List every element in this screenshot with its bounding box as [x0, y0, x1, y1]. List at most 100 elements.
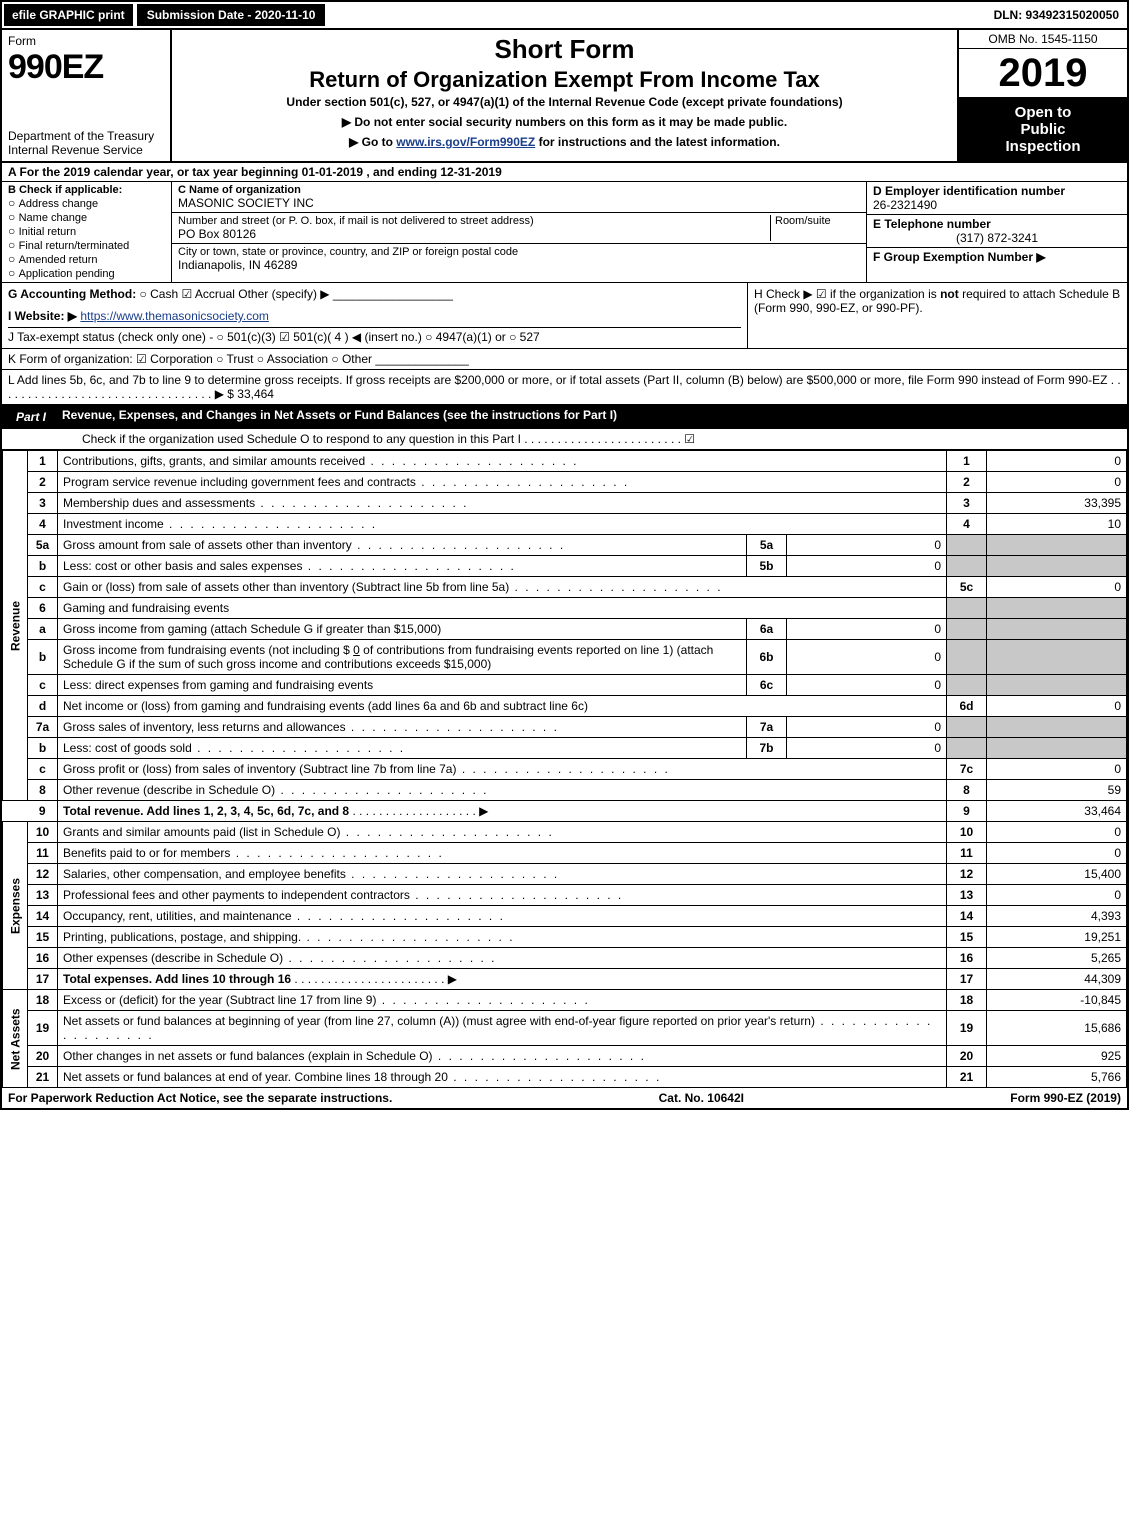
efile-print-button[interactable]: efile GRAPHIC print — [4, 4, 133, 26]
revenue-table: Revenue 1 Contributions, gifts, grants, … — [2, 450, 1127, 1088]
accounting-method: G Accounting Method: ○ Cash ☑ Accrual Ot… — [8, 287, 741, 301]
line-5b-desc: Less: cost or other basis and sales expe… — [58, 556, 747, 577]
box-f: F Group Exemption Number ▶ — [867, 248, 1127, 266]
row-l-value: 33,464 — [237, 387, 274, 401]
line-4-val: 10 — [987, 514, 1127, 535]
line-1-lbl: 1 — [947, 451, 987, 472]
line-1-num: 1 — [28, 451, 58, 472]
footer-right: Form 990-EZ (2019) — [1010, 1091, 1121, 1105]
line-6a-inval: 0 — [787, 619, 947, 640]
open-line1: Open to — [963, 104, 1123, 121]
org-name: MASONIC SOCIETY INC — [178, 196, 860, 210]
chk-name-change[interactable]: Name change — [8, 210, 165, 224]
ssn-notice: ▶ Do not enter social security numbers o… — [180, 115, 949, 129]
open-line2: Public — [963, 121, 1123, 138]
form-label: Form — [8, 34, 164, 48]
line-3: 3Membership dues and assessments 333,395 — [3, 493, 1127, 514]
line-7b-inval: 0 — [787, 738, 947, 759]
line-12: 12Salaries, other compensation, and empl… — [3, 864, 1127, 885]
line-6d: dNet income or (loss) from gaming and fu… — [3, 696, 1127, 717]
part1-check-line: Check if the organization used Schedule … — [2, 429, 1127, 450]
org-city-block: City or town, state or province, country… — [172, 244, 866, 274]
g-options[interactable]: ○ Cash ☑ Accrual Other (specify) ▶ _____… — [140, 287, 453, 301]
line-4: 4Investment income 410 — [3, 514, 1127, 535]
short-form-title: Short Form — [180, 34, 949, 65]
irs-link[interactable]: www.irs.gov/Form990EZ — [396, 135, 535, 149]
section-subtitle: Under section 501(c), 527, or 4947(a)(1)… — [180, 95, 949, 109]
footer-left: For Paperwork Reduction Act Notice, see … — [8, 1091, 392, 1105]
line-5c-val: 0 — [987, 577, 1127, 598]
line-6c-desc: Less: direct expenses from gaming and fu… — [58, 675, 747, 696]
header-left: Form 990EZ Department of the Treasury In… — [2, 30, 172, 161]
line-13-val: 0 — [987, 885, 1127, 906]
line-14: 14Occupancy, rent, utilities, and mainte… — [3, 906, 1127, 927]
org-website-link[interactable]: https://www.themasonicsociety.com — [80, 309, 269, 323]
line-1-desc: Contributions, gifts, grants, and simila… — [58, 451, 947, 472]
line-20-val: 925 — [987, 1046, 1127, 1067]
room-suite-label: Room/suite — [770, 215, 860, 241]
box-d: D Employer identification number 26-2321… — [867, 182, 1127, 215]
line-4-desc: Investment income — [58, 514, 947, 535]
line-6-desc: Gaming and fundraising events — [58, 598, 947, 619]
line-10: Expenses 10Grants and similar amounts pa… — [3, 822, 1127, 843]
line-6a-desc: Gross income from gaming (attach Schedul… — [58, 619, 747, 640]
line-18: Net Assets 18Excess or (deficit) for the… — [3, 990, 1127, 1011]
dln: DLN: 93492315020050 — [986, 4, 1127, 26]
line-6c-inval: 0 — [787, 675, 947, 696]
box-b-title: B Check if applicable: — [8, 184, 165, 196]
revenue-vlabel: Revenue — [3, 451, 28, 801]
line-6b: b Gross income from fundraising events (… — [3, 640, 1127, 675]
line-20: 20Other changes in net assets or fund ba… — [3, 1046, 1127, 1067]
open-line3: Inspection — [963, 138, 1123, 155]
org-name-block: C Name of organization MASONIC SOCIETY I… — [172, 182, 866, 213]
line-13: 13Professional fees and other payments t… — [3, 885, 1127, 906]
line-3-val: 33,395 — [987, 493, 1127, 514]
line-3-desc: Membership dues and assessments — [58, 493, 947, 514]
line-10-desc: Grants and similar amounts paid (list in… — [58, 822, 947, 843]
line-17-val: 44,309 — [987, 969, 1127, 990]
website-notice: ▶ Go to www.irs.gov/Form990EZ for instru… — [180, 135, 949, 149]
street-label: Number and street (or P. O. box, if mail… — [178, 215, 770, 227]
form-header: Form 990EZ Department of the Treasury In… — [2, 30, 1127, 163]
line-7c-val: 0 — [987, 759, 1127, 780]
line-7c-desc: Gross profit or (loss) from sales of inv… — [58, 759, 947, 780]
line-7a-inval: 0 — [787, 717, 947, 738]
phone-value: (317) 872-3241 — [873, 231, 1121, 245]
chk-address-change[interactable]: Address change — [8, 196, 165, 210]
notice-pre: ▶ Go to — [349, 135, 396, 149]
col-def: D Employer identification number 26-2321… — [867, 182, 1127, 282]
line-6d-desc: Net income or (loss) from gaming and fun… — [58, 696, 947, 717]
street-value: PO Box 80126 — [178, 227, 770, 241]
line-9-val: 33,464 — [987, 801, 1127, 822]
i-label: I Website: ▶ — [8, 309, 77, 323]
form-code: 990EZ — [8, 48, 164, 87]
tax-exempt-status[interactable]: J Tax-exempt status (check only one) - ○… — [8, 327, 741, 344]
col-b-checkboxes: B Check if applicable: Address change Na… — [2, 182, 172, 282]
website-row: I Website: ▶ https://www.themasonicsocie… — [8, 309, 741, 323]
header-right: OMB No. 1545-1150 2019 Open to Public In… — [957, 30, 1127, 161]
h-text1: H Check ▶ ☑ if the organization is — [754, 287, 940, 301]
part1-label: Part I — [8, 408, 54, 426]
line-7a: 7aGross sales of inventory, less returns… — [3, 717, 1127, 738]
chk-final-return[interactable]: Final return/terminated — [8, 238, 165, 252]
line-10-val: 0 — [987, 822, 1127, 843]
omb-number: OMB No. 1545-1150 — [959, 30, 1127, 49]
line-1-val: 0 — [987, 451, 1127, 472]
dept-treasury: Department of the Treasury — [8, 129, 164, 143]
line-6c: cLess: direct expenses from gaming and f… — [3, 675, 1127, 696]
line-19: 19Net assets or fund balances at beginni… — [3, 1011, 1127, 1046]
chk-initial-return[interactable]: Initial return — [8, 224, 165, 238]
city-value: Indianapolis, IN 46289 — [178, 258, 860, 272]
chk-application-pending[interactable]: Application pending — [8, 266, 165, 280]
group-exemption-label: F Group Exemption Number ▶ — [873, 250, 1046, 264]
submission-date: Submission Date - 2020-11-10 — [137, 4, 326, 26]
open-public-inspection: Open to Public Inspection — [959, 98, 1127, 161]
box-e: E Telephone number (317) 872-3241 — [867, 215, 1127, 248]
row-h: H Check ▶ ☑ if the organization is not r… — [747, 283, 1127, 348]
chk-amended-return[interactable]: Amended return — [8, 252, 165, 266]
return-title: Return of Organization Exempt From Incom… — [180, 67, 949, 93]
col-c-org-info: C Name of organization MASONIC SOCIETY I… — [172, 182, 867, 282]
city-label: City or town, state or province, country… — [178, 246, 860, 258]
org-name-label: C Name of organization — [178, 184, 860, 196]
row-k-form-of-org[interactable]: K Form of organization: ☑ Corporation ○ … — [2, 349, 1127, 370]
